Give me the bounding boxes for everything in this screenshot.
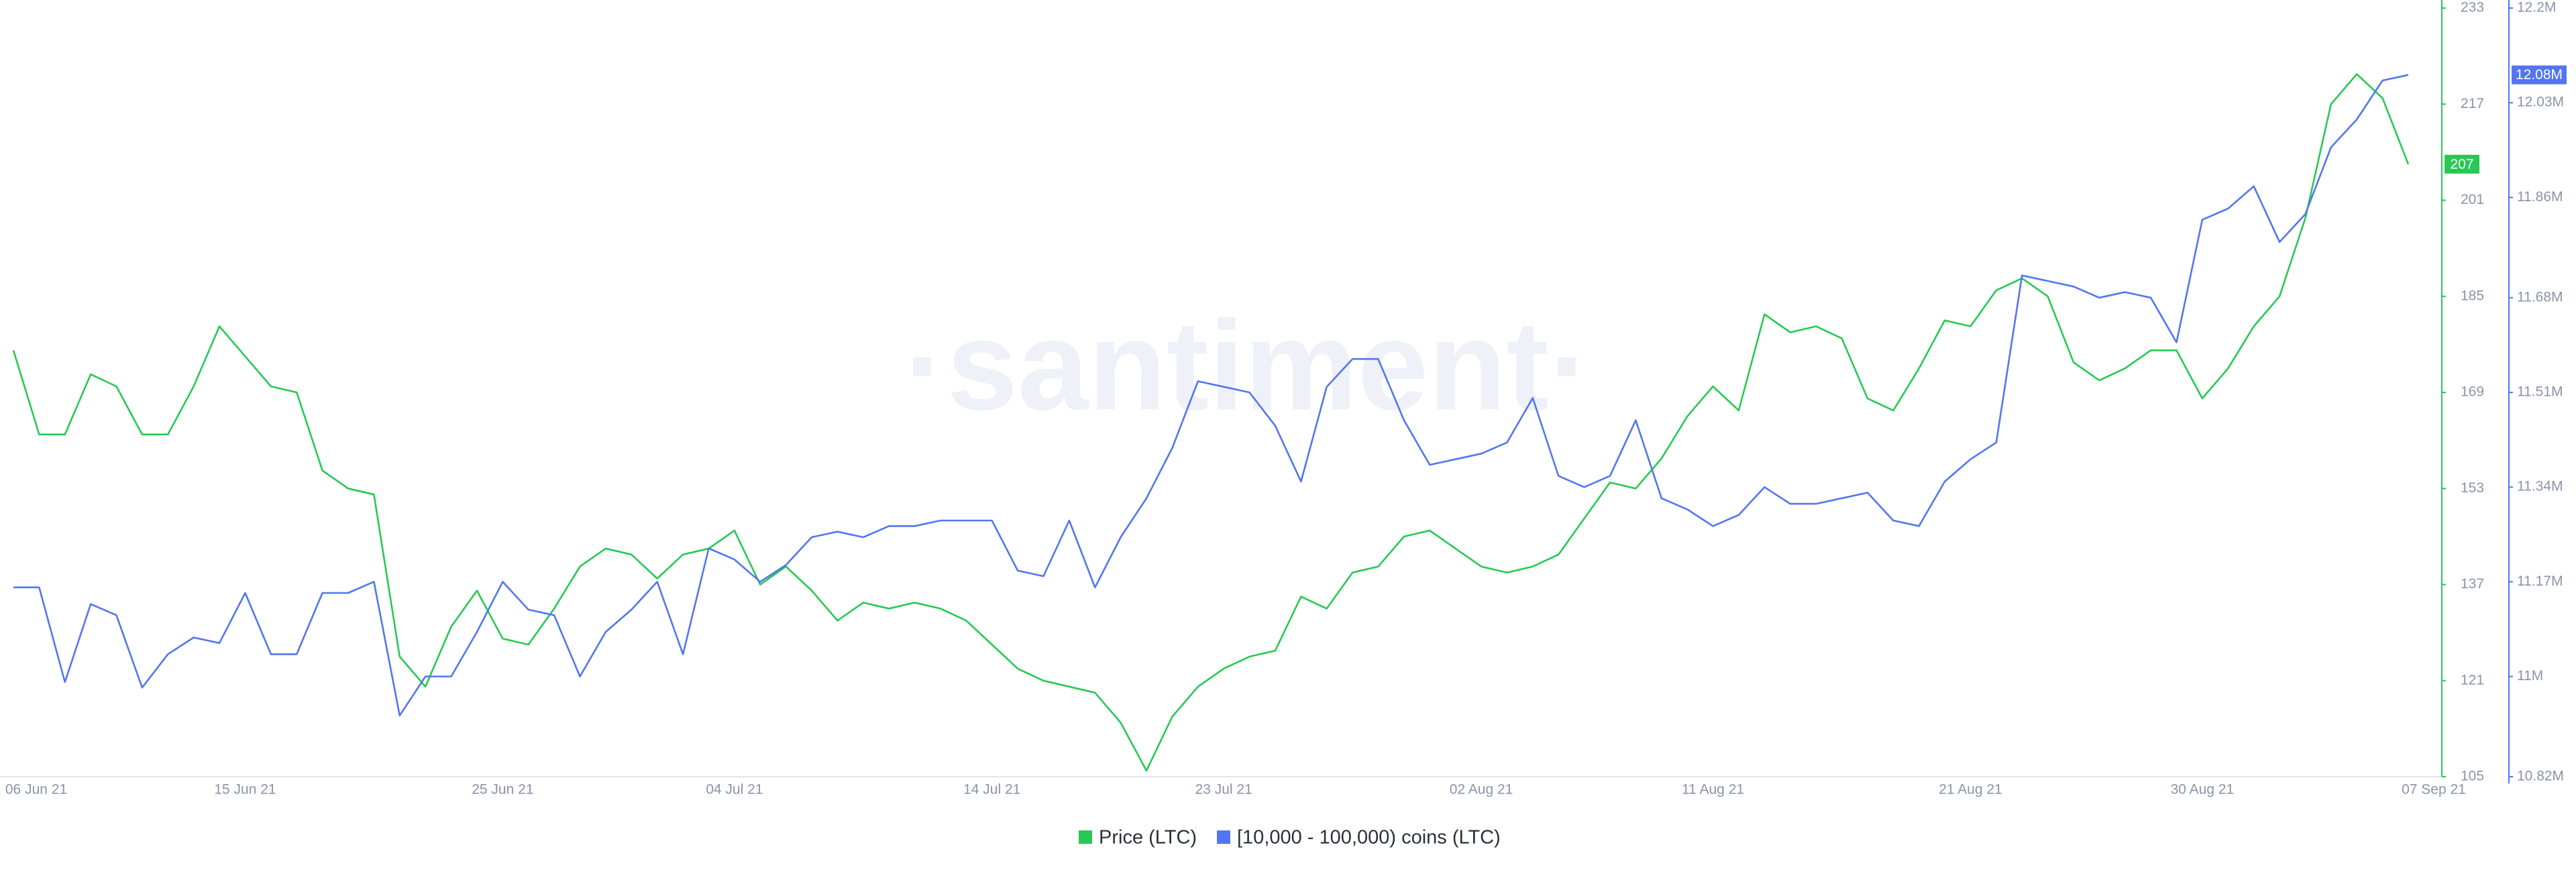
x-tick-label: 07 Sep 21 [2402, 782, 2466, 798]
x-tick-label: 04 Jul 21 [706, 782, 763, 798]
y-tick-label: 153 [2461, 480, 2484, 496]
y2-tick-label: 11M [2517, 668, 2543, 684]
y2-tick-label: 12.03M [2517, 95, 2564, 110]
series-line [13, 74, 2409, 716]
y2-tick-label: 11.34M [2517, 479, 2563, 494]
y2-tick-label: 11.17M [2517, 574, 2563, 589]
y-tick-label: 201 [2461, 192, 2484, 207]
x-tick-label: 23 Jul 21 [1195, 782, 1252, 798]
y-tick-label: 217 [2461, 96, 2484, 111]
y2-tick-label: 11.68M [2517, 289, 2563, 305]
y2-tick-label: 12.2M [2517, 0, 2556, 15]
x-tick-label: 21 Aug 21 [1939, 782, 2002, 798]
y-tick-label: 169 [2461, 384, 2484, 400]
price-badge-label: 207 [2450, 156, 2473, 172]
coins-badge [2512, 65, 2567, 85]
y2-tick-label: 11.86M [2517, 189, 2563, 205]
price-badge [2445, 154, 2479, 174]
x-tick-label: 02 Aug 21 [1450, 782, 1513, 798]
x-tick-label: 11 Aug 21 [1682, 782, 1744, 798]
y-tick-label: 185 [2461, 288, 2484, 303]
x-tick-label: 25 Jun 21 [472, 782, 533, 798]
watermark: ·santiment· [904, 294, 1591, 437]
y-tick-label: 137 [2461, 576, 2484, 592]
x-tick-label: 06 Jun 21 [5, 782, 67, 798]
series-line [12, 73, 2410, 772]
y-tick-label: 233 [2461, 0, 2484, 15]
y-tick-label: 105 [2461, 769, 2484, 784]
legend-label: [10,000 - 100,000) coins (LTC) [1237, 827, 1501, 849]
coins-badge-label: 12.08M [2516, 67, 2563, 83]
legend-swatch [1079, 830, 1092, 844]
legend-label: Price (LTC) [1099, 827, 1197, 849]
legend-swatch [1217, 830, 1230, 844]
x-tick-label: 14 Jul 21 [963, 782, 1020, 798]
y2-tick-label: 10.82M [2517, 769, 2564, 784]
x-tick-label: 15 Jun 21 [214, 782, 276, 798]
y-tick-label: 121 [2461, 672, 2484, 688]
y2-tick-label: 11.51M [2517, 384, 2563, 400]
x-tick-label: 30 Aug 21 [2171, 782, 2235, 798]
